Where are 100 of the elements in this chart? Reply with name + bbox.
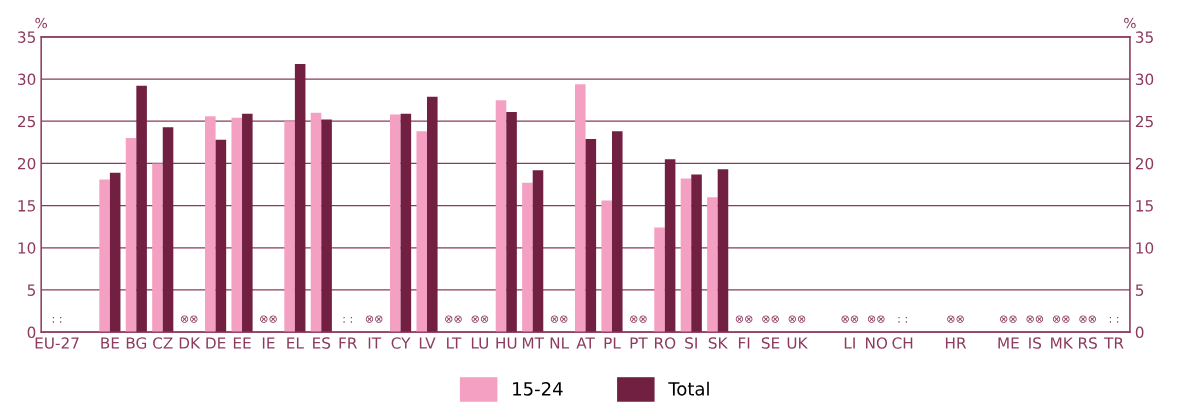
bar — [664, 159, 676, 333]
x-tick-label: PT — [630, 337, 648, 349]
x-tick-label: CY — [391, 337, 411, 349]
y-tick-label: 25 — [18, 115, 35, 128]
x-tick-label: AT — [576, 337, 595, 349]
x-tick-label: FR — [339, 337, 357, 349]
x-tick-label: NO — [866, 337, 888, 349]
y2-tick-label: 35 — [1135, 31, 1153, 43]
x-tick-label: ES — [313, 337, 331, 349]
x-tick-label: IS — [1029, 337, 1042, 349]
annotation: ⊗⊗ — [365, 315, 383, 323]
y2-axis-title: % — [1124, 17, 1136, 29]
bar — [242, 113, 253, 333]
annotation: ⊗⊗ — [630, 315, 647, 323]
annotation: ⊗⊗ — [180, 315, 198, 323]
x-tick-label: PL — [604, 337, 621, 349]
x-tick-label: LV — [419, 337, 436, 349]
y-tick-label: 20 — [18, 157, 36, 170]
x-tick-label: SK — [708, 337, 728, 349]
bar — [680, 178, 692, 333]
x-tick-label: UK — [787, 337, 808, 349]
bar — [400, 113, 412, 333]
y2-tick-label: 5 — [1135, 284, 1144, 296]
x-tick-label: RO — [655, 337, 676, 349]
legend-label: Total — [668, 381, 709, 396]
annotation: : : — [898, 316, 907, 323]
x-tick-label: FI — [738, 337, 750, 349]
annotation: : : — [343, 316, 352, 323]
x-tick-label: SI — [685, 337, 697, 349]
bar — [125, 138, 137, 333]
bar — [152, 163, 163, 333]
annotation: ⊗⊗ — [867, 315, 885, 323]
bar — [574, 84, 586, 333]
bar — [707, 197, 718, 333]
bar — [601, 200, 612, 333]
bar — [109, 172, 121, 333]
annotation: ⊗⊗ — [788, 315, 806, 323]
y2-tick-label: 30 — [1135, 73, 1154, 86]
bar — [611, 131, 623, 333]
x-tick-label: NL — [550, 337, 570, 349]
y-axis-title: % — [35, 17, 48, 29]
bar — [585, 138, 597, 333]
bar — [215, 139, 227, 333]
x-tick-label: IT — [368, 337, 382, 349]
bar — [162, 127, 174, 333]
x-tick-label: HU — [496, 337, 517, 349]
annotation: ⊗⊗ — [445, 315, 462, 323]
y-tick-label: 0 — [27, 326, 36, 339]
x-tick-label: LU — [471, 337, 488, 349]
bar — [495, 100, 507, 333]
bar — [506, 111, 517, 333]
x-tick-label: CZ — [153, 337, 173, 349]
x-tick-label: MT — [522, 337, 545, 349]
annotation: ⊗⊗ — [471, 315, 489, 323]
x-tick-label: EL — [287, 337, 304, 349]
annotation: ⊗⊗ — [1000, 315, 1017, 323]
x-tick-label: EE — [233, 337, 251, 349]
annotation: ⊗⊗ — [1052, 315, 1070, 323]
y-tick-label: 35 — [18, 31, 35, 43]
bar — [284, 121, 295, 333]
x-tick-label: CH — [892, 337, 913, 349]
bar — [321, 119, 332, 333]
x-tick-label: DK — [179, 337, 201, 349]
bar — [416, 131, 428, 333]
x-tick-label: HR — [945, 337, 967, 349]
bar — [205, 116, 216, 333]
annotation: ⊗⊗ — [841, 315, 859, 323]
bar — [717, 169, 729, 333]
bar — [522, 182, 533, 333]
bar — [532, 170, 544, 333]
x-tick-label: IE — [262, 337, 275, 349]
bar — [390, 114, 401, 333]
x-tick-label: MK — [1051, 337, 1074, 349]
y-tick-label: 15 — [18, 200, 35, 212]
y-tick-label: 30 — [18, 73, 36, 86]
annotation: ⊗⊗ — [260, 315, 277, 323]
annotation: : : — [52, 316, 62, 323]
x-tick-label: EU-27 — [35, 337, 79, 349]
x-tick-label: DE — [206, 337, 226, 349]
y-tick-label: 10 — [18, 242, 36, 254]
annotation: : : — [1109, 316, 1119, 323]
bar — [654, 227, 665, 333]
x-tick-label: LI — [844, 337, 855, 349]
legend-label: 15-24 — [513, 381, 563, 396]
annotation: ⊗⊗ — [1079, 315, 1096, 323]
x-tick-label: RS — [1078, 337, 1097, 349]
x-tick-label: LT — [447, 337, 462, 349]
y2-tick-label: 25 — [1135, 115, 1153, 128]
y2-tick-label: 20 — [1135, 157, 1154, 170]
bar — [691, 174, 702, 333]
y2-tick-label: 15 — [1136, 200, 1153, 212]
bar — [99, 179, 110, 333]
bar — [231, 117, 243, 333]
bar — [427, 96, 438, 333]
annotation: ⊗⊗ — [550, 315, 568, 323]
annotation: ⊗⊗ — [762, 315, 779, 323]
x-tick-label: BE — [101, 337, 119, 349]
bar — [136, 85, 147, 333]
x-tick-label: ME — [998, 337, 1019, 349]
y-tick-label: 5 — [27, 284, 35, 296]
